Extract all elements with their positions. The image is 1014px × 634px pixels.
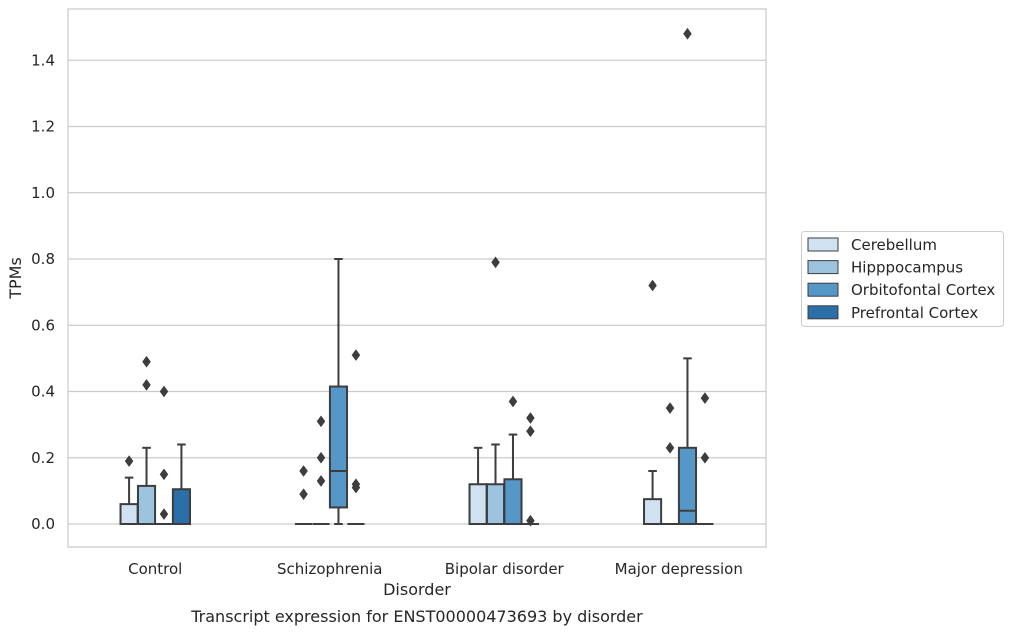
outlier-point bbox=[142, 355, 151, 368]
y-tick-label: 1.2 bbox=[31, 118, 55, 136]
outlier-point bbox=[316, 451, 326, 464]
outlier-point bbox=[159, 385, 169, 398]
outlier-point bbox=[665, 441, 675, 454]
grid-lines bbox=[68, 59, 766, 525]
legend-frame bbox=[801, 231, 1004, 327]
box-body bbox=[677, 446, 698, 525]
y-tick-labels: 0.0 0.2 0.4 0.6 0.8 1.0 1.2 1.4 bbox=[31, 51, 55, 533]
box-orbitofontal-cortex bbox=[328, 258, 349, 525]
x-tick-labels: Control Schizophrenia Bipolar disorder Majo… bbox=[128, 560, 743, 578]
box-prefrontal-cortex bbox=[347, 349, 365, 525]
y-tick-label: 0.0 bbox=[31, 515, 55, 533]
outlier-point bbox=[351, 478, 361, 491]
box-plots bbox=[119, 27, 714, 527]
box-body bbox=[468, 483, 488, 525]
y-tick-label: 0.6 bbox=[31, 316, 55, 334]
box-body bbox=[503, 478, 523, 525]
x-tick-label: Major depression bbox=[615, 560, 743, 578]
outlier-point bbox=[159, 468, 169, 481]
legend-label: Cerebellum bbox=[851, 236, 937, 254]
legend-label: Orbitofontal Cortex bbox=[851, 281, 995, 299]
legend-label: Prefrontal Cortex bbox=[851, 304, 978, 322]
outlier-point bbox=[316, 415, 326, 428]
y-tick-label: 0.2 bbox=[31, 449, 55, 467]
legend-swatch bbox=[807, 260, 839, 275]
x-tick-label: Control bbox=[128, 560, 182, 578]
outlier-point bbox=[142, 378, 151, 391]
box-orbitofontal-cortex bbox=[155, 385, 173, 525]
x-tick-label: Schizophrenia bbox=[277, 560, 382, 578]
outlier-point bbox=[648, 279, 657, 292]
box-body bbox=[643, 498, 663, 525]
box-hipppocampus bbox=[136, 355, 157, 525]
box-cerebellum bbox=[468, 446, 488, 525]
box-orbitofontal-cortex bbox=[503, 395, 523, 525]
outlier-point bbox=[351, 349, 361, 361]
box-hipppocampus bbox=[312, 415, 330, 525]
outlier-point bbox=[700, 451, 710, 464]
box-prefrontal-cortex bbox=[521, 412, 539, 527]
outlier-point bbox=[159, 508, 169, 520]
legend-swatch bbox=[807, 237, 839, 252]
legend: Cerebellum Hipppocampus Orbitofontal Corte… bbox=[801, 231, 1004, 327]
outlier-point bbox=[316, 475, 326, 487]
box-body bbox=[171, 488, 191, 525]
box-body bbox=[119, 503, 139, 525]
outlier-point bbox=[508, 395, 518, 408]
box-body bbox=[485, 483, 506, 525]
chart-caption: Transcript expression for ENST0000047369… bbox=[190, 607, 643, 626]
box-cerebellum bbox=[295, 465, 313, 525]
outlier-point bbox=[124, 455, 134, 467]
legend-swatch bbox=[807, 305, 839, 320]
outlier-point bbox=[299, 465, 308, 477]
plot-area-frame bbox=[67, 8, 767, 548]
legend-label: Hipppocampus bbox=[851, 259, 963, 277]
outlier-point bbox=[299, 488, 308, 501]
box-hipppocampus bbox=[485, 256, 506, 525]
outlier-point bbox=[526, 425, 535, 438]
y-tick-label: 0.4 bbox=[31, 383, 55, 401]
y-tick-label: 0.8 bbox=[31, 250, 55, 268]
box-cerebellum bbox=[119, 455, 139, 525]
box-body bbox=[328, 385, 349, 509]
box-hipppocampus bbox=[661, 402, 679, 525]
box-cerebellum bbox=[643, 279, 663, 525]
y-tick-label: 1.0 bbox=[31, 184, 55, 202]
outlier-point bbox=[526, 514, 535, 527]
outlier-point bbox=[491, 256, 500, 269]
box-body bbox=[136, 484, 157, 525]
legend-swatch bbox=[807, 282, 839, 297]
box-prefrontal-cortex bbox=[696, 392, 714, 525]
box-prefrontal-cortex bbox=[171, 443, 191, 525]
outlier-point bbox=[665, 402, 675, 414]
x-tick-label: Bipolar disorder bbox=[445, 560, 565, 578]
y-axis-title: TPMs bbox=[6, 257, 25, 300]
outlier-point bbox=[683, 27, 692, 40]
x-axis-title: Disorder bbox=[383, 580, 451, 599]
outlier-point bbox=[526, 412, 535, 424]
box-orbitofontal-cortex bbox=[677, 27, 698, 525]
outlier-point bbox=[700, 392, 710, 405]
y-tick-label: 1.4 bbox=[31, 51, 55, 69]
